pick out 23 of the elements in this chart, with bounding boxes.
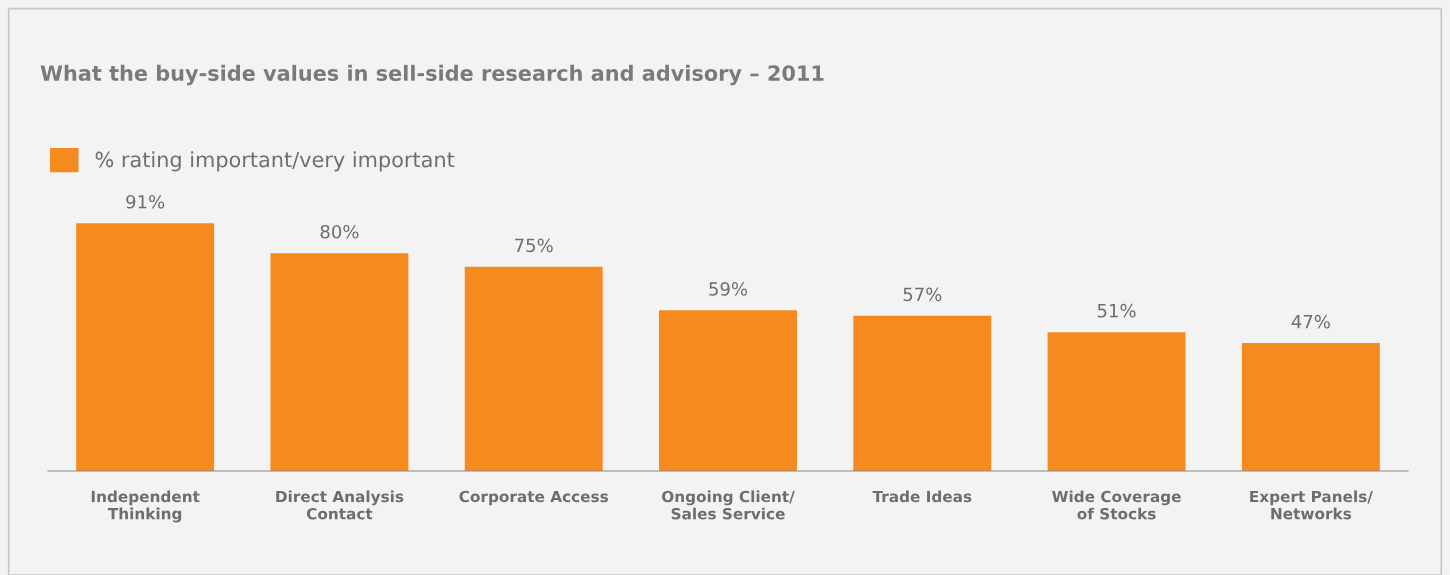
x-tick-label: Ongoing Client/ Sales Service xyxy=(662,490,795,520)
legend-label: % rating important/very important xyxy=(95,151,455,172)
bar xyxy=(76,223,215,471)
chart-title: What the buy-side values in sell-side research and advisory – 2011 xyxy=(40,64,824,86)
x-tick-label: Wide Coverage of Stocks xyxy=(1052,490,1181,520)
data-label: 80% xyxy=(320,224,359,239)
bar xyxy=(270,253,409,471)
x-tick-label: Expert Panels/ Networks xyxy=(1250,490,1373,520)
data-label: 91% xyxy=(126,194,165,209)
x-tick-label: Corporate Access xyxy=(459,490,608,506)
data-label: 75% xyxy=(515,238,553,253)
bar xyxy=(659,310,797,471)
bar xyxy=(853,315,992,471)
data-label: 47% xyxy=(1291,314,1330,329)
data-label: 57% xyxy=(903,287,942,302)
x-tick-label: Trade Ideas xyxy=(872,490,972,503)
data-label: 59% xyxy=(709,282,748,296)
data-label: 51% xyxy=(1097,303,1136,318)
x-tick-label: Independent Thinking xyxy=(91,490,200,523)
x-tick-label: Direct Analysis Contact xyxy=(276,490,404,520)
bar xyxy=(464,266,603,471)
bar xyxy=(1241,343,1380,471)
bar xyxy=(1047,332,1186,471)
